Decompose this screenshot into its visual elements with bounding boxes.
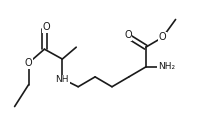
Text: O: O (124, 30, 132, 40)
Text: O: O (42, 22, 50, 32)
Text: O: O (159, 32, 166, 42)
Text: NH: NH (56, 75, 69, 84)
Text: O: O (25, 58, 32, 68)
Text: NH₂: NH₂ (158, 62, 175, 71)
